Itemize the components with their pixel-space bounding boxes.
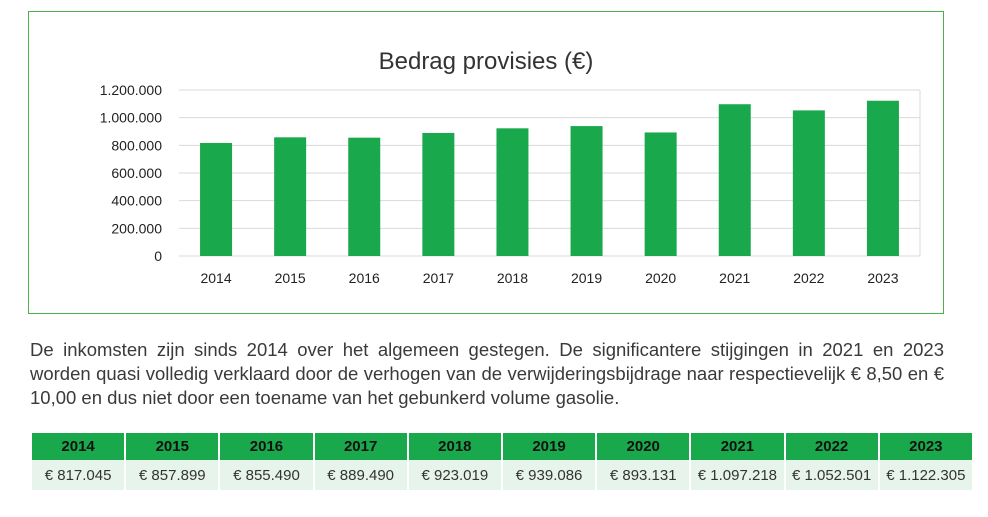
y-tick-label: 400.000 (111, 193, 162, 209)
bar-2017 (422, 132, 455, 256)
table-cell: € 889.490 (314, 460, 407, 490)
table-header-cell: 2023 (879, 433, 972, 460)
table-cell: € 1.097.218 (691, 460, 784, 490)
bar-2019 (570, 126, 603, 256)
y-tick-label: 200.000 (111, 220, 162, 236)
bar-2020 (644, 132, 677, 256)
x-tick-label: 2022 (793, 270, 824, 286)
x-tick-label: 2017 (423, 270, 454, 286)
x-tick-label: 2021 (719, 270, 750, 286)
table-cell: € 923.019 (408, 460, 501, 490)
bar-2018 (496, 128, 529, 256)
description-paragraph: De inkomsten zijn sinds 2014 over het al… (30, 339, 944, 408)
y-tick-label: 0 (154, 248, 162, 264)
bar-2014 (200, 142, 233, 256)
x-tick-label: 2016 (349, 270, 380, 286)
table-header-cell: 2015 (126, 433, 219, 460)
table-header-cell: 2018 (408, 433, 501, 460)
y-tick-label: 600.000 (111, 165, 162, 181)
table-header-cell: 2021 (691, 433, 784, 460)
table-cell: € 893.131 (597, 460, 690, 490)
y-tick-label: 1.000.000 (100, 110, 162, 126)
table-header-cell: 2022 (785, 433, 878, 460)
x-tick-label: 2014 (200, 270, 231, 286)
bar-2015 (274, 137, 307, 256)
x-tick-label: 2020 (645, 270, 676, 286)
commission-table: 2014 2015 2016 2017 2018 2019 2020 2021 … (30, 433, 974, 490)
table-cell: € 817.045 (32, 460, 125, 490)
table-header-cell: 2017 (314, 433, 407, 460)
x-tick-label: 2023 (867, 270, 898, 286)
table-cell: € 1.052.501 (785, 460, 878, 490)
table-cell: € 857.899 (126, 460, 219, 490)
x-tick-label: 2019 (571, 270, 602, 286)
table-header-cell: 2014 (32, 433, 125, 460)
y-tick-label: 1.200.000 (100, 82, 162, 98)
bar-2023 (866, 100, 899, 257)
x-tick-label: 2018 (497, 270, 528, 286)
table-header-cell: 2019 (502, 433, 596, 460)
table-cell: € 855.490 (220, 460, 313, 490)
bar-chart: 0 200.000 400.000 600.000 800.000 1.000.000 1.… (100, 82, 921, 286)
y-tick-label: 800.000 (111, 137, 162, 153)
table-header-row: 2014 2015 2016 2017 2018 2019 2020 2021 … (32, 433, 972, 460)
bar-2016 (348, 137, 381, 256)
bar-2021 (718, 104, 751, 257)
table-cell: € 1.122.305 (879, 460, 972, 490)
chart-title: Bedrag provisies (€) (378, 48, 594, 75)
x-tick-label: 2015 (275, 270, 306, 286)
chart-container: Bedrag provisies (€) 0 200.000 400.000 600.… (28, 11, 944, 314)
table-header-cell: 2020 (597, 433, 690, 460)
table-row: € 817.045 € 857.899 € 855.490 € 889.490 … (32, 460, 972, 490)
bar-2022 (792, 110, 825, 257)
table-header-cell: 2016 (220, 433, 313, 460)
table-cell: € 939.086 (502, 460, 596, 490)
